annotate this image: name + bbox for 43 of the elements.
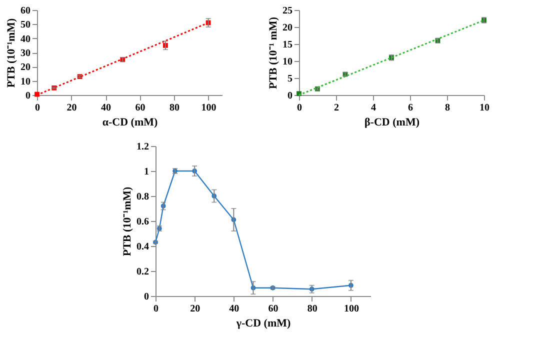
x-tick-label: 40 <box>229 304 240 314</box>
y-tick-label: 1.2 <box>136 142 149 152</box>
x-tick-label: 8 <box>445 102 450 114</box>
x-tick-label: 10 <box>480 102 490 114</box>
x-tick-label: 0 <box>35 102 40 114</box>
y-tick-label: 40 <box>20 34 30 45</box>
y-axis-title: PTB (10⁻¹mM) <box>6 18 18 88</box>
y-tick-label: 50 <box>20 20 30 31</box>
y-tick-label: 60 <box>20 6 30 16</box>
y-tick-label: 0 <box>144 292 149 302</box>
x-tick-label: 80 <box>307 304 318 314</box>
x-tick-label: 40 <box>101 102 112 114</box>
y-tick-label: 0.4 <box>136 242 149 252</box>
x-tick-label: 2 <box>334 102 339 114</box>
y-axis-title: PTB (10⁻¹ mM) <box>268 16 280 90</box>
y-tick-label: 0.6 <box>136 216 149 228</box>
y-tick-label: 5 <box>288 74 292 84</box>
x-tick-label: 100 <box>344 304 359 314</box>
y-tick-label: 20 <box>20 62 30 74</box>
x-tick-label: 6 <box>408 102 413 114</box>
x-tick-label: 20 <box>190 304 200 314</box>
y-tick-label: 30 <box>20 48 30 59</box>
x-tick-label: 0 <box>297 102 302 114</box>
x-tick-label: 100 <box>201 102 216 114</box>
x-axis-title: γ-CD (mM) <box>235 318 291 330</box>
y-tick-label: 25 <box>282 6 292 16</box>
x-axis-title: α-CD (mM) <box>102 116 158 128</box>
y-tick-label: 1 <box>144 166 149 178</box>
x-tick-label: 0 <box>154 304 158 314</box>
y-tick-label: 0 <box>288 90 292 102</box>
y-axis-title: PTB (10⁻¹mM) <box>122 186 134 256</box>
y-tick-label: 0 <box>26 90 30 102</box>
y-tick-label: 0.8 <box>136 192 149 202</box>
x-tick-label: 20 <box>66 102 77 114</box>
y-tick-label: 0.2 <box>136 266 149 278</box>
x-tick-label: 60 <box>268 304 278 314</box>
x-axis-title: β-CD (mM) <box>364 116 420 128</box>
y-tick-label: 20 <box>282 22 292 34</box>
x-tick-label: 4 <box>371 102 376 114</box>
y-tick-label: 15 <box>282 40 292 50</box>
y-tick-label: 10 <box>282 56 292 68</box>
y-tick-label: 10 <box>20 76 30 88</box>
x-tick-label: 80 <box>170 102 180 114</box>
